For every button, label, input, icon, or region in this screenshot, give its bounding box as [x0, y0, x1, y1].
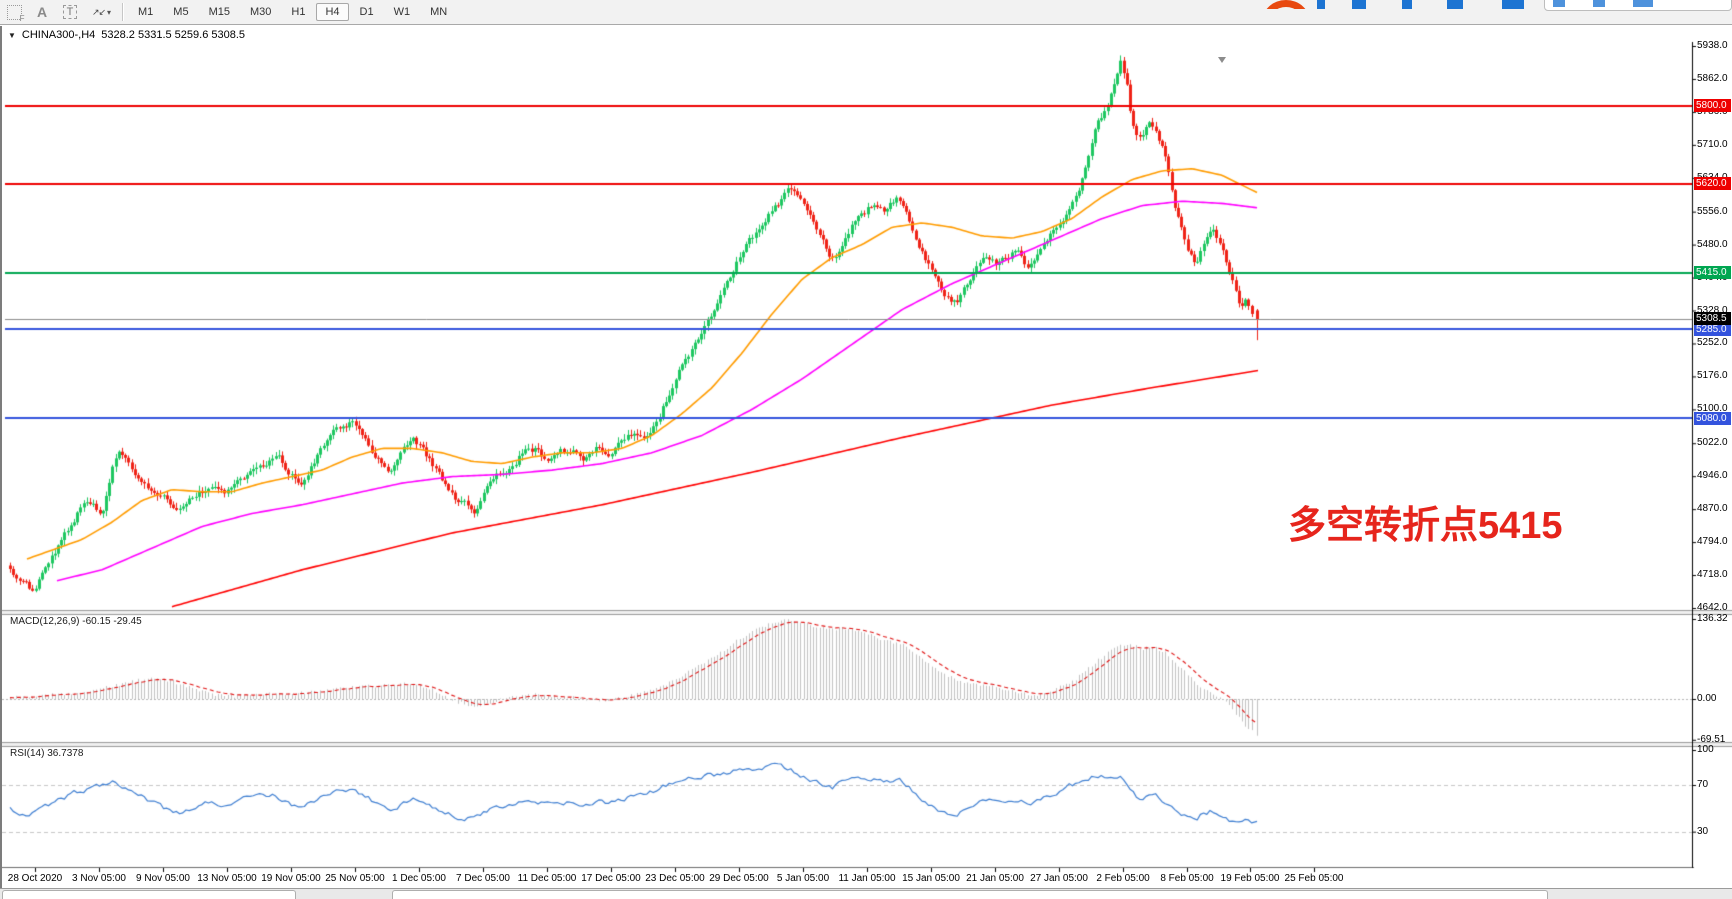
logo-mark-icon — [1402, 0, 1412, 9]
date-axis-label: 1 Dec 05:00 — [392, 873, 446, 884]
macd-indicator-label: MACD(12,26,9) -60.15 -29.45 — [10, 616, 142, 627]
crosshair-tools-icon[interactable]: ↗↙ ▾ — [91, 6, 111, 17]
date-axis-label: 11 Jan 05:00 — [838, 873, 896, 884]
date-axis-label: 17 Dec 05:00 — [581, 873, 641, 884]
cutoff-icon — [1553, 0, 1565, 7]
date-axis-label: 19 Feb 05:00 — [1220, 873, 1280, 884]
chart-window: ▼ CHINA300-,H4 5328.2 5331.5 5259.6 5308… — [0, 26, 1732, 888]
logo-mark-icon — [1502, 0, 1524, 9]
chart-shift-marker-icon[interactable] — [1218, 57, 1226, 63]
date-axis-label: 23 Dec 05:00 — [645, 873, 705, 884]
timeframe-button-d1[interactable]: D1 — [359, 6, 374, 18]
date-axis-label: 13 Nov 05:00 — [197, 873, 257, 884]
chart-ohlc-values: 5328.2 5331.5 5259.6 5308.5 — [101, 29, 246, 41]
timeframe-button-h1[interactable]: H1 — [291, 6, 306, 18]
rsi-axis-tick: 70 — [1697, 779, 1709, 790]
price-level-tag: 5285.0 — [1694, 322, 1731, 336]
price-axis-tick: 5862.0 — [1697, 72, 1728, 84]
logo-mark-icon — [1352, 0, 1366, 9]
price-axis-tick: 5480.0 — [1697, 238, 1728, 250]
rsi-axis-tick: 30 — [1697, 825, 1709, 837]
timeframe-button-m15[interactable]: M15 — [208, 6, 230, 18]
price-axis-tick: 5710.0 — [1697, 138, 1728, 150]
price-axis-tick: 4642.0 — [1697, 602, 1728, 613]
price-axis-tick: 5022.0 — [1697, 437, 1728, 449]
price-axis-tick: 4946.0 — [1697, 470, 1728, 482]
logo-mark-icon — [1447, 0, 1463, 9]
date-axis-label: 25 Nov 05:00 — [325, 873, 385, 884]
date-axis-label: 11 Dec 05:00 — [517, 873, 577, 884]
chart-title-bar: ▼ CHINA300-,H4 5328.2 5331.5 5259.6 5308… — [8, 29, 245, 41]
price-level-tag: 5415.0 — [1694, 266, 1731, 280]
minimized-chart-tab[interactable] — [392, 890, 1548, 899]
rsi-indicator-label: RSI(14) 36.7378 — [10, 748, 84, 759]
date-axis-label: 8 Feb 05:00 — [1160, 873, 1214, 884]
toolbar: F A T ↗↙ ▾ M1 M5 M15 M30 H1 H4 D1 W1 MN — [0, 0, 1732, 25]
bottom-window-strip — [0, 888, 1732, 899]
logo-arc-icon — [1262, 0, 1310, 9]
timeframe-button-h4[interactable]: H4 — [316, 3, 349, 21]
freehand-tool-icon[interactable]: F — [2, 2, 26, 23]
date-axis-label: 21 Jan 05:00 — [966, 873, 1024, 884]
minimized-chart-tab[interactable] — [2, 890, 296, 899]
date-axis-label: 7 Dec 05:00 — [456, 873, 510, 884]
date-axis-label: 3 Nov 05:00 — [72, 873, 126, 884]
collapse-chart-icon[interactable]: ▼ — [8, 30, 16, 40]
price-level-tag: 5620.0 — [1694, 177, 1731, 191]
chart-symbol-title: CHINA300-,H4 — [21, 29, 96, 41]
price-axis-tick: 5634.0 — [1697, 172, 1728, 183]
dropdown-caret-icon[interactable]: ▾ — [107, 7, 111, 17]
chart-canvas[interactable] — [2, 26, 1732, 888]
macd-axis-tick: 0.00 — [1697, 693, 1717, 704]
price-level-tag: 5080.0 — [1694, 411, 1731, 425]
cutoff-window-controls — [1544, 0, 1732, 11]
watermark-logo — [1262, 0, 1542, 9]
price-axis-tick: 5176.0 — [1697, 370, 1728, 382]
date-axis-label: 19 Nov 05:00 — [261, 873, 321, 884]
macd-axis-tick: -69.51 — [1697, 733, 1726, 745]
logo-mark-icon — [1317, 0, 1325, 9]
date-axis-label: 5 Jan 05:00 — [776, 873, 830, 884]
date-axis-label: 2 Feb 05:00 — [1096, 873, 1150, 884]
date-axis-label: 25 Feb 05:00 — [1284, 873, 1344, 884]
timeframe-button-mn[interactable]: MN — [430, 6, 448, 18]
toolbar-separator — [122, 3, 124, 21]
price-axis-tick: 5938.0 — [1697, 40, 1728, 51]
date-axis-label: 29 Dec 05:00 — [709, 873, 769, 884]
timeframe-button-m30[interactable]: M30 — [249, 6, 272, 18]
price-axis-tick: 5100.0 — [1697, 403, 1728, 415]
price-axis-tick: 5252.0 — [1697, 337, 1728, 349]
text-tool-icon[interactable]: T — [58, 2, 82, 22]
date-axis-label: 15 Jan 05:00 — [902, 873, 960, 884]
current-price-tag: 5308.5 — [1694, 311, 1731, 325]
date-axis-label: 9 Nov 05:00 — [136, 873, 190, 884]
price-axis-tick: 5556.0 — [1697, 205, 1728, 217]
timeframe-button-w1[interactable]: W1 — [393, 6, 411, 18]
date-axis-label: 27 Jan 05:00 — [1030, 873, 1088, 884]
price-axis-tick: 5328.0 — [1697, 304, 1728, 316]
arrow-tool-icon[interactable]: A — [36, 4, 48, 20]
timeframe-button-m5[interactable]: M5 — [173, 6, 189, 18]
rsi-axis-tick: 100 — [1697, 744, 1714, 755]
timeframe-button-m1[interactable]: M1 — [138, 6, 154, 18]
price-axis-tick: 4718.0 — [1697, 569, 1728, 581]
price-level-tag: 5800.0 — [1694, 99, 1731, 113]
cutoff-icon — [1633, 0, 1653, 7]
macd-axis-tick: 136.32 — [1697, 613, 1728, 624]
price-axis-tick: 4870.0 — [1697, 503, 1728, 515]
chart-text-annotation[interactable]: 多空转折点5415 — [1288, 505, 1563, 547]
date-axis-label: 28 Oct 2020 — [7, 873, 63, 884]
timeframe-buttons: M1 M5 M15 M30 H1 H4 D1 W1 MN — [128, 3, 457, 21]
cutoff-icon — [1593, 0, 1605, 7]
price-axis-tick: 4794.0 — [1697, 536, 1728, 548]
